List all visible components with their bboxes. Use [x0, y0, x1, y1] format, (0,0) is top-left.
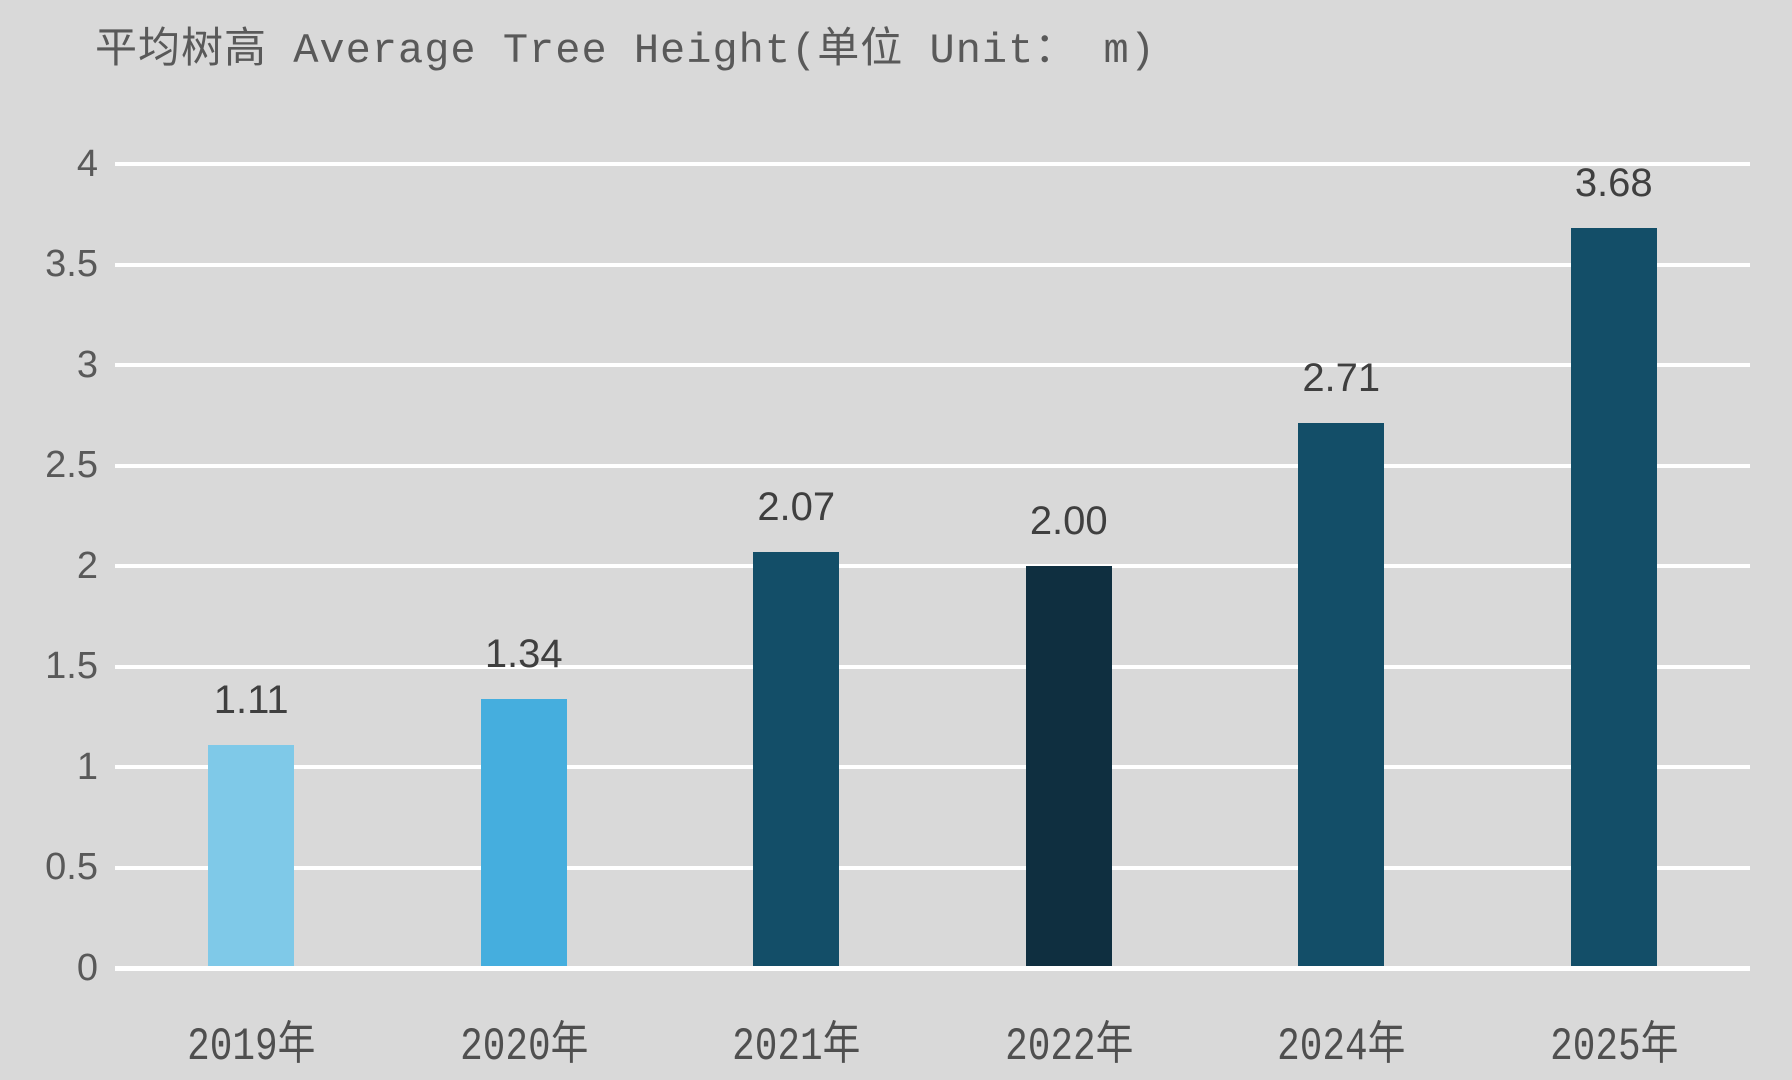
- y-tick-label: 1: [76, 745, 98, 788]
- bar-2021年: [753, 552, 840, 968]
- gridline: [115, 363, 1750, 367]
- gridline: [115, 664, 1750, 669]
- x-tick-label: 2025年: [1477, 1022, 1751, 1073]
- x-tick-label: 2021年: [659, 1022, 933, 1073]
- bar-2019年: [208, 745, 295, 968]
- y-tick-label: 3.5: [45, 243, 98, 285]
- chart-title: 平均树高 Average Tree Height(单位 Unit： m): [95, 27, 1156, 75]
- bar-2024年: [1298, 423, 1385, 968]
- bar-value-label: 3.68: [1574, 161, 1653, 205]
- y-tick-label: 0: [76, 946, 98, 989]
- x-tick-label-text: 2022年: [1004, 1021, 1133, 1073]
- gridline: [115, 463, 1750, 468]
- gridline: [115, 564, 1750, 568]
- bar-value-label: 2.00: [1029, 499, 1108, 543]
- y-tick-label: 3: [76, 343, 98, 386]
- x-tick-label-text: 2020年: [459, 1021, 588, 1073]
- bar-2022年: [1025, 566, 1112, 968]
- bar-value-label: 1.11: [213, 678, 289, 722]
- x-tick-label-text: 2024年: [1277, 1021, 1406, 1073]
- gridline: [115, 865, 1750, 870]
- gridline: [115, 262, 1750, 267]
- x-tick-label: 2020年: [387, 1022, 661, 1073]
- y-tick-label: 0.5: [45, 846, 98, 888]
- bar-2020年: [480, 699, 567, 968]
- x-tick-label-text: 2021年: [732, 1021, 861, 1073]
- bar-2025年: [1570, 228, 1657, 968]
- y-tick-label: 2: [76, 544, 98, 587]
- x-tick-label-text: 2019年: [187, 1021, 316, 1073]
- x-tick-label: 2022年: [932, 1022, 1206, 1073]
- y-tick-label: 4: [76, 142, 98, 185]
- bar-value-label: 1.34: [484, 632, 563, 676]
- x-axis-line: [115, 966, 1750, 971]
- y-tick-label: 2.5: [45, 444, 98, 486]
- bar-value-label: 2.07: [757, 485, 836, 529]
- x-tick-label-text: 2025年: [1549, 1021, 1678, 1073]
- bar-value-label: 2.71: [1302, 356, 1381, 400]
- gridline: [115, 162, 1750, 166]
- gridline: [115, 765, 1750, 769]
- x-tick-label: 2019年: [114, 1022, 388, 1073]
- y-tick-label: 1.5: [45, 645, 98, 687]
- x-tick-label: 2024年: [1204, 1022, 1478, 1073]
